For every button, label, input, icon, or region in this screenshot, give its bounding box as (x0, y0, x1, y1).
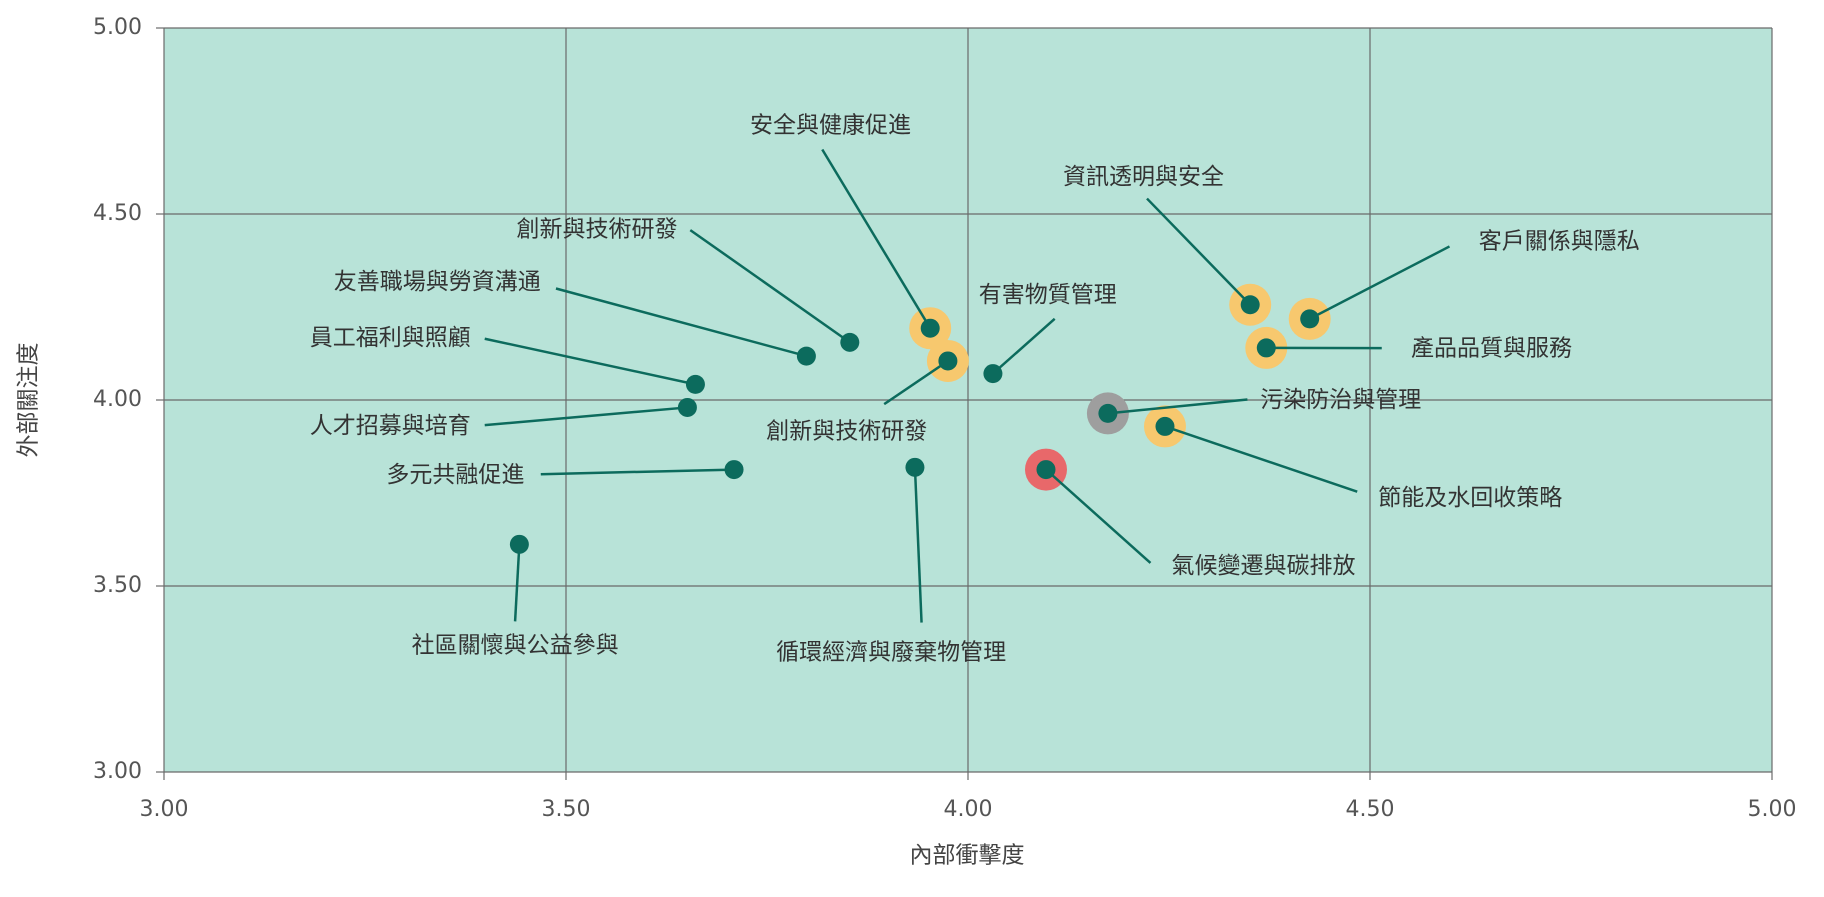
leader-line (1107, 398, 1248, 415)
point-label: 員工福利與照顧 (310, 325, 471, 351)
point (796, 346, 816, 366)
leader-line (821, 148, 932, 329)
point (1300, 309, 1320, 329)
point (920, 318, 940, 338)
leader-line (1045, 468, 1152, 564)
point-label: 節能及水回收策略 (1378, 485, 1562, 511)
point-label: 人才招募與培育 (310, 413, 471, 439)
point (983, 364, 1003, 384)
point (685, 374, 705, 394)
point-label: 資訊透明與安全 (1063, 164, 1224, 190)
leader-line (484, 406, 688, 427)
point (509, 534, 529, 554)
point-label: 有害物質管理 (979, 282, 1117, 308)
point (724, 460, 744, 480)
leader-line (1164, 425, 1358, 493)
point-label: 污染防治與管理 (1260, 387, 1421, 413)
point-label: 社區關懷與公益參與 (412, 632, 619, 658)
point (1036, 460, 1056, 480)
leader-line (513, 544, 521, 622)
x-axis-title: 內部衝擊度 (910, 843, 1025, 869)
y-axis-title: 外部關注度 (16, 343, 42, 458)
y-tick-label: 5.00 (93, 15, 142, 40)
x-tick-label: 4.50 (1346, 797, 1395, 822)
point-label: 產品品質與服務 (1411, 336, 1572, 362)
point-label: 安全與健康促進 (750, 113, 911, 139)
point-label: 循環經濟與廢棄物管理 (776, 639, 1006, 665)
leader-line (992, 317, 1056, 375)
leader-line (484, 337, 696, 386)
x-tick-label: 4.00 (944, 797, 993, 822)
y-tick-label: 3.00 (93, 759, 142, 784)
y-tick-label: 4.50 (93, 201, 142, 226)
x-tick-label: 3.00 (140, 797, 189, 822)
y-tick-label: 4.00 (93, 387, 142, 412)
y-tick-label: 3.50 (93, 573, 142, 598)
leader-line (1146, 197, 1252, 306)
x-tick-label: 5.00 (1748, 797, 1797, 822)
point-label: 創新與技術研發 (766, 419, 927, 445)
point (938, 351, 958, 371)
point (677, 397, 697, 417)
point (1256, 338, 1276, 358)
point (1155, 416, 1175, 436)
point-label: 創新與技術研發 (516, 217, 677, 243)
x-tick-label: 3.50 (542, 797, 591, 822)
point-label: 友善職場與勞資溝通 (334, 269, 541, 295)
point-label: 氣候變遷與碳排放 (1172, 553, 1356, 579)
point-label: 客戶關係與隱私 (1479, 228, 1640, 254)
leader-line (540, 468, 735, 476)
leader-line (913, 467, 923, 623)
point (1240, 295, 1260, 315)
leader-line (689, 229, 851, 344)
leader-line (883, 359, 949, 406)
leader-line (1309, 245, 1451, 321)
point (905, 457, 925, 477)
point-label: 多元共融促進 (386, 462, 524, 488)
point (1098, 403, 1118, 423)
point (840, 332, 860, 352)
leader-line (555, 287, 807, 358)
